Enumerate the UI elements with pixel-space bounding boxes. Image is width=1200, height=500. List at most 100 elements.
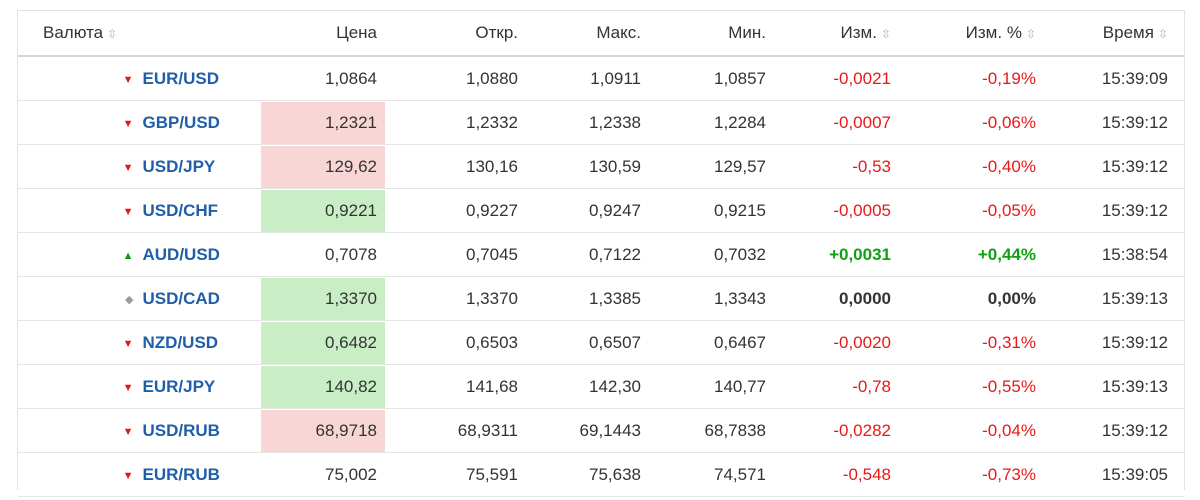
direction-cell: ▼ (18, 100, 134, 145)
neutral-diamond-icon: ◆ (125, 293, 134, 306)
price-value: 0,9221 (261, 189, 385, 232)
pair-cell[interactable]: USD/CAD (133, 276, 249, 321)
currency-pair-link[interactable]: EUR/JPY (142, 376, 216, 396)
price-value: 1,0864 (325, 68, 377, 88)
open-value: 141,68 (395, 364, 518, 409)
low-value: 1,2284 (641, 100, 766, 145)
low-value: 140,77 (641, 364, 766, 409)
column-header-open: Откр. (395, 11, 518, 57)
column-header-time-label: Время (1102, 23, 1154, 42)
price-cell: 140,82 (249, 364, 395, 409)
table-row[interactable]: ▼ EUR/USD 1,0864 1,0880 1,0911 1,0857 -0,0021-… (18, 56, 1184, 101)
price-value: 1,2321 (261, 101, 385, 144)
change-value: -0,0005 (766, 188, 891, 233)
column-header-currency[interactable]: Валюта ⇳ (18, 11, 249, 57)
column-header-change-label: Изм. (840, 23, 877, 42)
change-value: -0,548 (766, 452, 891, 497)
high-value: 1,0911 (518, 56, 641, 101)
currency-pair-link[interactable]: USD/JPY (142, 156, 216, 176)
currency-pair-link[interactable]: EUR/RUB (142, 464, 220, 484)
direction-cell: ▼ (18, 364, 134, 409)
high-value: 142,30 (518, 364, 641, 409)
open-value: 0,7045 (395, 232, 518, 277)
sort-icon[interactable]: ⇳ (1157, 27, 1168, 41)
currency-pair-link[interactable]: GBP/USD (142, 112, 220, 132)
currency-pair-link[interactable]: USD/CHF (142, 200, 219, 220)
change-pct-value: -0,19% (891, 56, 1036, 101)
direction-cell: ◆ (18, 276, 134, 321)
price-value: 75,002 (325, 464, 377, 484)
sort-icon[interactable]: ⇳ (107, 27, 118, 41)
change-value: -0,0282 (766, 408, 891, 453)
column-header-change[interactable]: Изм. ⇳ (766, 11, 891, 57)
pair-cell[interactable]: AUD/USD (133, 232, 249, 277)
open-value: 130,16 (395, 144, 518, 189)
table-row[interactable]: ▲ AUD/USD 0,7078 0,7045 0,7122 0,7032 +0,0031 +… (18, 232, 1184, 277)
change-value: -0,53 (766, 144, 891, 189)
table-row[interactable]: ▼ USD/CHF 0,9221 0,9227 0,9247 0,9215 -0,0005-… (18, 188, 1184, 233)
column-header-high-label: Макс. (596, 23, 641, 42)
change-pct-value: -0,55% (891, 364, 1036, 409)
price-cell: 68,9718 (249, 408, 395, 453)
column-header-price-label: Цена (336, 23, 377, 42)
change-pct-value: +0,44% (891, 232, 1036, 277)
pair-cell[interactable]: NZD/USD (133, 320, 249, 365)
low-value: 0,6467 (641, 320, 766, 365)
table-row[interactable]: ◆ USD/CAD 1,3370 1,3370 1,3385 1,3343 0,0000 0,… (18, 276, 1184, 321)
open-value: 1,3370 (395, 276, 518, 321)
direction-cell: ▼ (18, 408, 134, 453)
change-pct-value: -0,40% (891, 144, 1036, 189)
price-cell: 75,002 (249, 452, 395, 497)
direction-cell: ▲ (18, 232, 134, 277)
table-row[interactable]: ▼ EUR/RUB 75,002 75,591 75,638 74,571 -0,548 -0… (18, 452, 1184, 497)
low-value: 74,571 (641, 452, 766, 497)
low-value: 0,7032 (641, 232, 766, 277)
change-pct-value: -0,06% (891, 100, 1036, 145)
time-value: 15:39:05 (1036, 452, 1184, 497)
table-row[interactable]: ▼ NZD/USD 0,6482 0,6503 0,6507 0,6467 -0,0020-… (18, 320, 1184, 365)
arrow-down-icon: ▼ (122, 117, 134, 130)
table-row[interactable]: ▼ USD/JPY 129,62 130,16 130,59 129,57 -0,53 -0,… (18, 144, 1184, 189)
arrow-up-icon: ▲ (122, 249, 134, 262)
change-value: -0,78 (766, 364, 891, 409)
high-value: 69,1443 (518, 408, 641, 453)
currency-pair-link[interactable]: EUR/USD (142, 68, 220, 88)
currency-pair-link[interactable]: NZD/USD (142, 332, 219, 352)
pair-cell[interactable]: EUR/RUB (133, 452, 249, 497)
time-value: 15:39:09 (1036, 56, 1184, 101)
sort-icon[interactable]: ⇳ (880, 27, 891, 41)
direction-cell: ▼ (18, 188, 134, 233)
table-row[interactable]: ▼ EUR/JPY 140,82 141,68 142,30 140,77 -0,78 -0,… (18, 364, 1184, 409)
table-row[interactable]: ▼ USD/RUB 68,9718 68,9311 69,1443 68,7838 -0,0… (18, 408, 1184, 453)
pair-cell[interactable]: GBP/USD (133, 100, 249, 145)
pair-cell[interactable]: EUR/JPY (133, 364, 249, 409)
high-value: 1,2338 (518, 100, 641, 145)
price-cell: 1,2321 (249, 100, 395, 145)
currency-pair-link[interactable]: AUD/USD (142, 244, 220, 264)
pair-cell[interactable]: USD/RUB (133, 408, 249, 453)
price-cell: 129,62 (249, 144, 395, 189)
pair-cell[interactable]: USD/JPY (133, 144, 249, 189)
low-value: 129,57 (641, 144, 766, 189)
change-pct-value: -0,73% (891, 452, 1036, 497)
direction-cell: ▼ (18, 56, 134, 101)
open-value: 75,591 (395, 452, 518, 497)
price-value: 129,62 (261, 145, 385, 188)
column-header-change-pct[interactable]: Изм. % ⇳ (891, 11, 1036, 57)
arrow-down-icon: ▼ (122, 381, 134, 394)
currency-pair-link[interactable]: USD/RUB (142, 420, 220, 440)
sort-icon[interactable]: ⇳ (1025, 27, 1036, 41)
currency-pair-link[interactable]: USD/CAD (142, 288, 220, 308)
pair-cell[interactable]: EUR/USD (133, 56, 249, 101)
high-value: 75,638 (518, 452, 641, 497)
direction-cell: ▼ (18, 144, 134, 189)
currency-quotes-table-container: Валюта ⇳ Цена Откр. Макс. Мин. Изм. ⇳ Изм.… (17, 10, 1185, 497)
table-row[interactable]: ▼ GBP/USD 1,2321 1,2332 1,2338 1,2284 -0,0007-… (18, 100, 1184, 145)
column-header-change-pct-label: Изм. % (965, 23, 1022, 42)
currency-quotes-table: Валюта ⇳ Цена Откр. Макс. Мин. Изм. ⇳ Изм.… (18, 11, 1184, 497)
price-value: 0,6482 (261, 321, 385, 364)
pair-cell[interactable]: USD/CHF (133, 188, 249, 233)
price-cell: 1,0864 (249, 56, 395, 101)
column-header-time[interactable]: Время ⇳ (1036, 11, 1184, 57)
change-pct-value: -0,04% (891, 408, 1036, 453)
